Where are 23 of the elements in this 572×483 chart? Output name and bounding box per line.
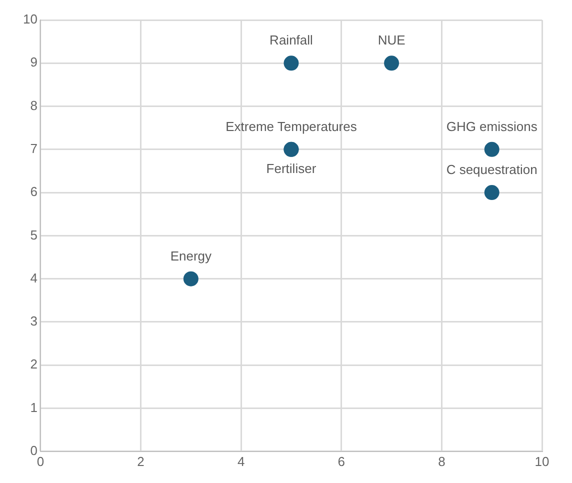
x-tick-label: 8: [438, 454, 446, 469]
annotation: Energy: [170, 248, 212, 264]
x-tick-label: 10: [534, 454, 550, 469]
annotation: Rainfall: [270, 32, 314, 48]
y-tick-label: 7: [30, 141, 38, 156]
y-tick-label: 4: [30, 270, 38, 286]
y-tick-label: 0: [30, 442, 38, 458]
x-tick-label: 2: [137, 454, 144, 469]
annotation: NUE: [378, 32, 406, 48]
y-tick-label: 5: [30, 227, 38, 242]
annotation: C sequestration: [446, 162, 538, 178]
y-tick-label: 8: [30, 98, 38, 113]
y-tick-label: 6: [30, 184, 38, 200]
y-tick-label: 10: [22, 12, 38, 27]
y-tick-label: 2: [30, 356, 38, 372]
y-tick-label: 9: [30, 54, 38, 70]
annotation: Extreme Temperatures: [226, 119, 358, 134]
x-tick-label: 6: [338, 454, 345, 469]
y-tick-label: 3: [30, 314, 38, 329]
x-tick-label: 4: [237, 454, 245, 469]
annotation: Fertiliser: [266, 161, 317, 176]
y-tick-label: 1: [30, 400, 38, 415]
annotation: GHG emissions: [446, 119, 538, 134]
